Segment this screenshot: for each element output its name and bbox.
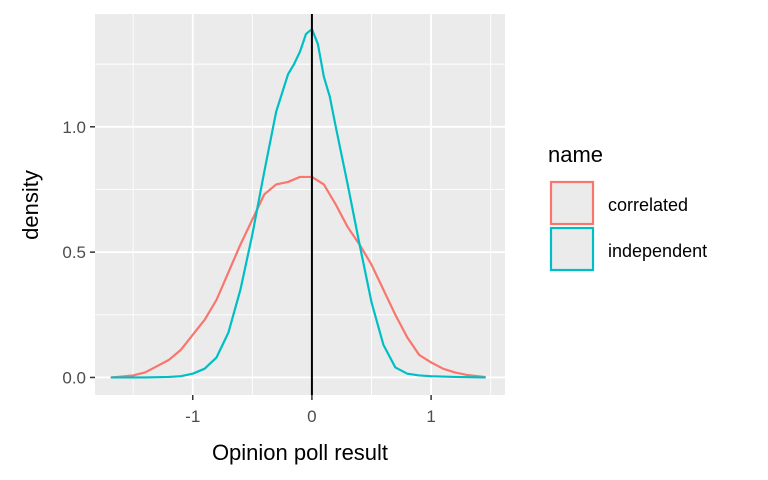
x-tick-label: -1 xyxy=(185,407,200,426)
x-axis-title: Opinion poll result xyxy=(212,440,388,465)
legend-title: name xyxy=(548,142,603,167)
y-tick-label: 0.0 xyxy=(62,368,86,387)
legend-label-independent: independent xyxy=(608,241,707,261)
series-line-correlated xyxy=(110,175,486,379)
plot-panel xyxy=(95,14,505,395)
x-axis-ticks: -1 0 1 xyxy=(185,395,436,426)
y-axis-title: density xyxy=(18,170,43,240)
y-tick-label: 1.0 xyxy=(62,118,86,137)
legend-key-correlated xyxy=(549,180,595,226)
legend: name correlated independent xyxy=(548,142,707,272)
y-axis-ticks: 0.0 0.5 1.0 xyxy=(62,118,95,387)
x-tick-label: 1 xyxy=(426,407,435,426)
legend-item-independent: independent xyxy=(549,226,707,272)
legend-item-correlated: correlated xyxy=(549,180,688,226)
density-lines xyxy=(110,27,486,379)
y-tick-label: 0.5 xyxy=(62,243,86,262)
legend-label-correlated: correlated xyxy=(608,195,688,215)
legend-key-independent xyxy=(549,226,595,272)
x-tick-label: 0 xyxy=(307,407,316,426)
series-line-independent xyxy=(110,27,486,379)
minor-gridlines xyxy=(95,14,505,395)
